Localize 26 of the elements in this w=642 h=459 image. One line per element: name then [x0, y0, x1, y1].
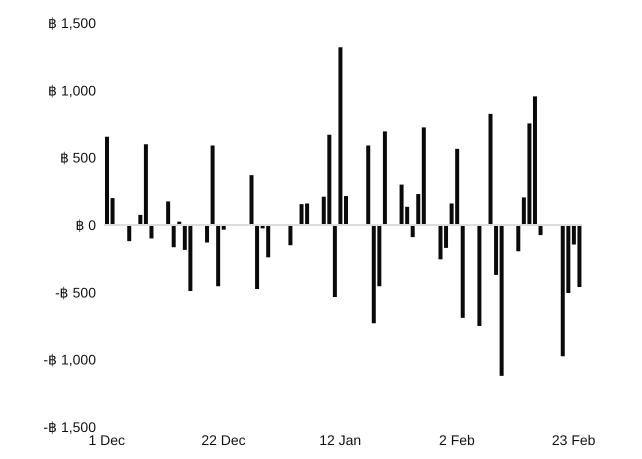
x-tick-label: 12 Jan: [319, 432, 362, 448]
bar: [382, 131, 387, 225]
bar: [166, 201, 170, 225]
bar: [250, 175, 254, 225]
bar: [210, 146, 215, 225]
bar: [410, 225, 415, 238]
bar: [460, 225, 465, 318]
bar: [332, 225, 337, 298]
x-tick-label: 2 Feb: [439, 432, 476, 448]
bar: [149, 225, 154, 238]
y-tick-label: -฿ 500: [55, 284, 96, 300]
bar: [366, 146, 370, 225]
bar: [205, 225, 210, 243]
bar: [488, 114, 493, 225]
y-tick-label: -฿ 1,000: [43, 352, 96, 368]
bar: [516, 225, 520, 252]
y-tick-label: ฿ 0: [75, 216, 96, 233]
bar: [477, 225, 482, 326]
bar: [172, 225, 176, 248]
bar: [127, 225, 132, 242]
y-tick-label: ฿ 1,500: [48, 14, 96, 31]
bar: [288, 225, 292, 246]
x-tick-label: 22 Dec: [201, 432, 246, 448]
x-tick-label: 23 Feb: [552, 432, 596, 448]
y-tick-label: ฿ 1,000: [48, 82, 96, 98]
y-tick-label: ฿ 500: [60, 150, 96, 166]
